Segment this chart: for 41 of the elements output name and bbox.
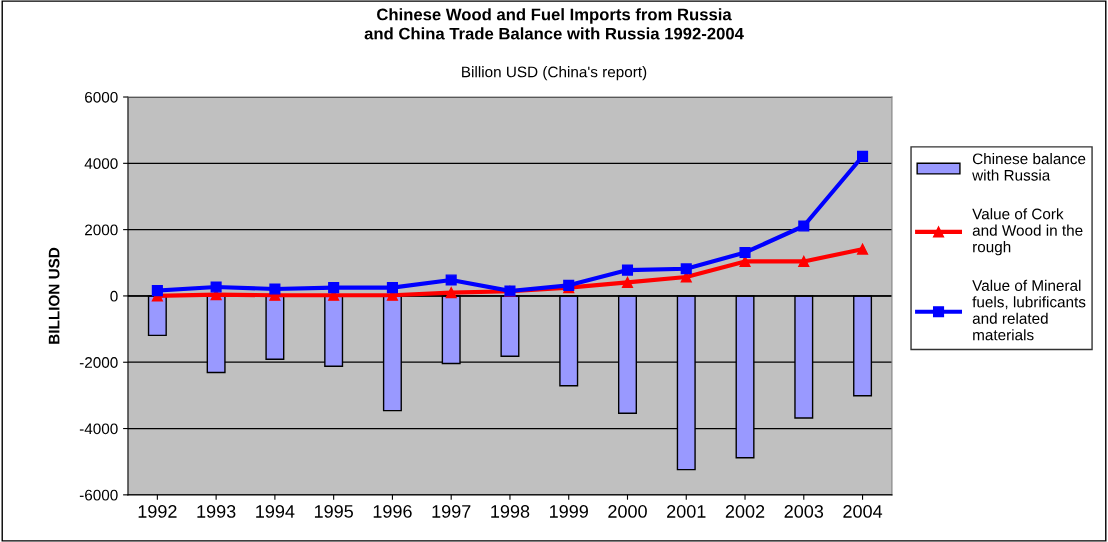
x-tick-label: 1994 (256, 505, 295, 518)
legend-label: Value of Mineral fuels, lubrificants and related materials (972, 279, 1086, 341)
y-tick-label: -6000 (79, 489, 118, 501)
y-tick-label: 0 (110, 290, 118, 302)
y-tick-label: -4000 (79, 423, 118, 435)
x-tick-label: 2001 (667, 505, 706, 518)
legend-label: Chinese balance with Russia (972, 153, 1086, 181)
point (680, 263, 692, 275)
point (857, 150, 869, 162)
point (798, 255, 810, 268)
y-tick-label: 2000 (85, 224, 118, 236)
x-tick-label: 1997 (432, 505, 471, 518)
y-tick-label: 6000 (85, 91, 118, 103)
point (621, 264, 634, 276)
point (269, 283, 281, 295)
x-tick-label: 1993 (197, 505, 236, 518)
point (151, 285, 163, 297)
x-tick-label: 2000 (608, 505, 647, 518)
y-axis-title: BILLION USD (48, 247, 60, 344)
x-tick-label: 1999 (550, 505, 588, 518)
point (328, 282, 340, 294)
x-tick-label: 1996 (373, 505, 412, 518)
x-tick-label: 1998 (491, 505, 530, 518)
y-tick-label: 4000 (84, 158, 118, 170)
legend-label: Value of Cork and Wood in the rough (972, 208, 1083, 256)
x-tick-label: 2003 (784, 505, 824, 518)
chart-subtitle: Billion USD (China's report) (462, 66, 647, 81)
point (210, 281, 222, 293)
point (445, 287, 457, 299)
y-tick-label: -2000 (79, 357, 118, 368)
x-tick-label: 2004 (843, 505, 883, 518)
point (739, 246, 751, 259)
x-tick-label: 1995 (314, 505, 353, 518)
point (621, 276, 634, 288)
point (857, 243, 869, 255)
chart-title: Chinese Wood and Fuel Imports from Russia and China Trade Balance with Russia 1992-2004 (364, 8, 744, 40)
x-tick-label: 1992 (138, 505, 177, 518)
point (386, 282, 398, 294)
x-tick-label: 2002 (725, 505, 765, 518)
point (445, 274, 457, 286)
point (798, 220, 810, 232)
